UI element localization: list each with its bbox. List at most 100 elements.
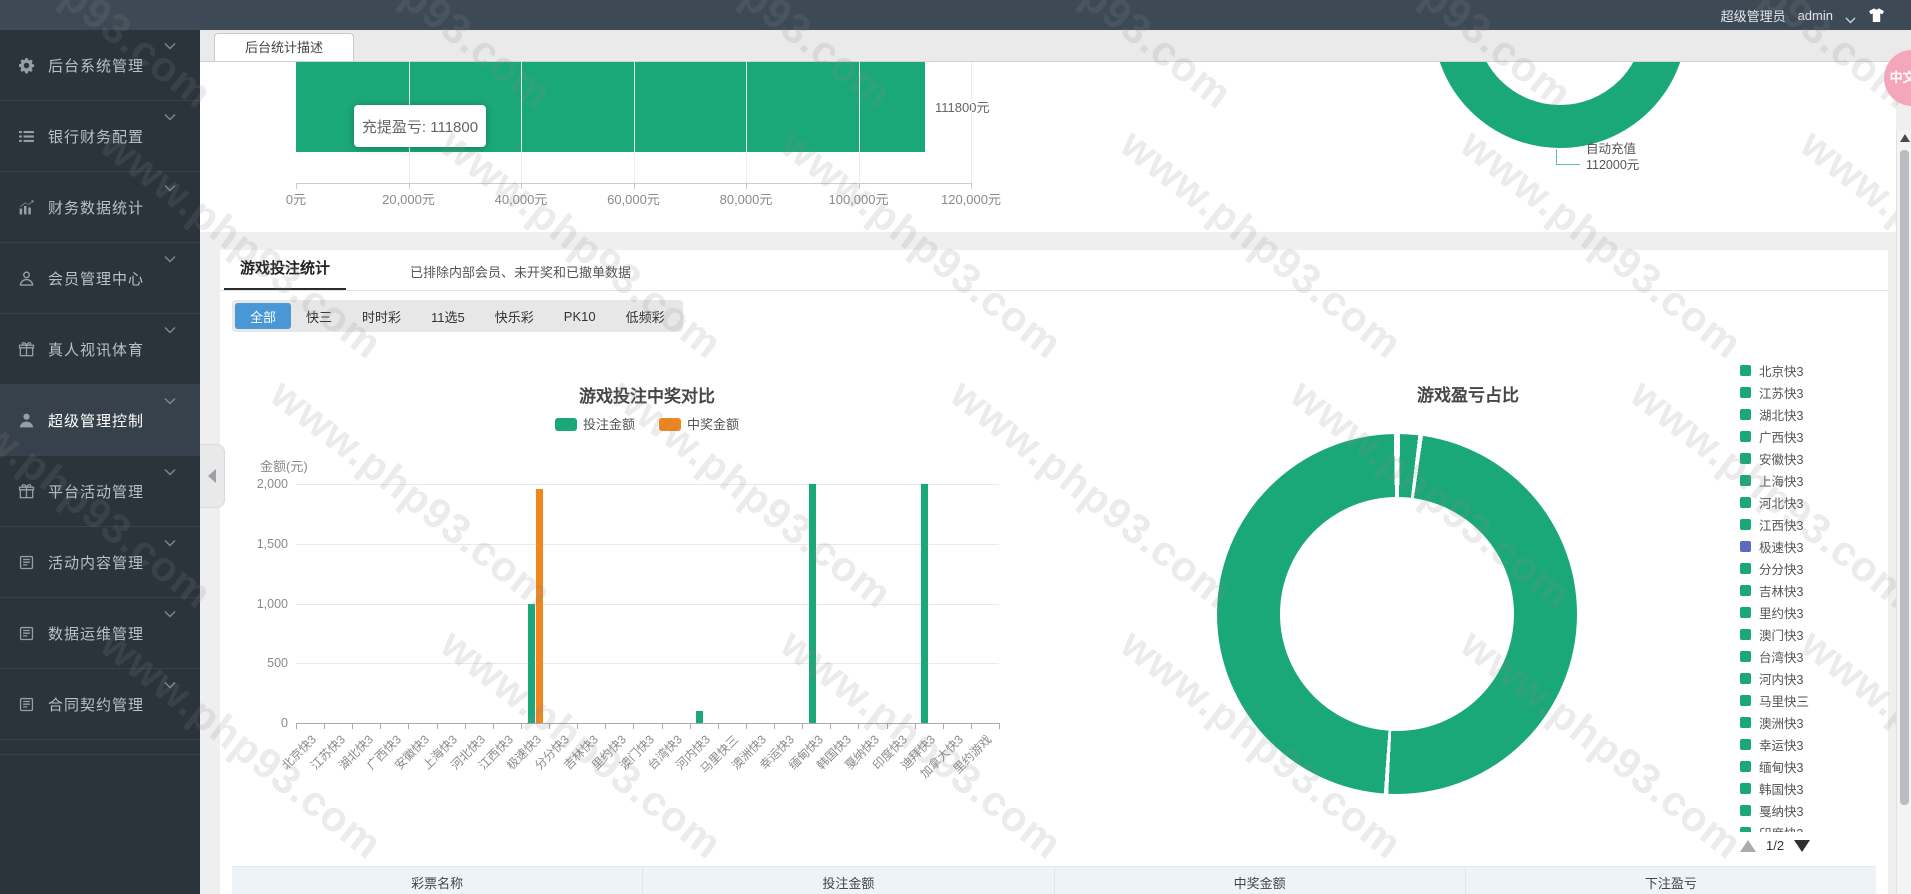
legend-swatch (1740, 694, 1751, 706)
legend-page-indicator: 1/2 (1766, 838, 1785, 853)
bar-投注金额[interactable] (921, 484, 929, 723)
page-scrollbar[interactable] (1896, 130, 1911, 894)
legend-item[interactable]: 澳门快3 (1740, 626, 1803, 643)
legend-label: 极速快3 (1759, 540, 1804, 555)
legend-item[interactable]: 幸运快3 (1740, 736, 1804, 753)
bar-投注金额[interactable] (527, 603, 535, 723)
legend-item[interactable]: 澳洲快3 (1740, 714, 1803, 731)
sidebar-item[interactable]: 会员管理中心 (0, 243, 200, 314)
axis-tick (689, 723, 691, 729)
axis-tick-label: 0 (281, 716, 288, 730)
legend-label: 吉林快3 (1759, 584, 1804, 599)
section-note: 已排除内部会员、未开奖和已撤单数据 (410, 265, 632, 280)
legend-item[interactable]: 台湾快3 (1740, 648, 1804, 665)
legend-item[interactable]: 湖北快3 (1740, 406, 1803, 423)
axis-tick (324, 723, 326, 729)
legend-page-up-icon[interactable] (1740, 839, 1756, 852)
legend-item[interactable]: 北京快3 (1740, 362, 1804, 379)
legend-item[interactable]: 江西快3 (1740, 516, 1803, 533)
profit-share-donut[interactable] (1217, 434, 1577, 794)
legend-item[interactable]: 河内快3 (1740, 670, 1803, 687)
deposit-method-donut[interactable] (1433, 61, 1687, 148)
legend-item[interactable]: 广西快3 (1740, 428, 1803, 445)
legend-item[interactable]: 河北快3 (1740, 494, 1803, 511)
legend-item[interactable]: 马里快三 (1740, 692, 1809, 709)
legend-item[interactable]: 安徽快3 (1740, 450, 1804, 467)
axis-tick-label: 20,000元 (382, 192, 435, 207)
gridline (296, 543, 999, 545)
filter-tab[interactable]: 全部 (235, 303, 292, 329)
chevron-down-icon (164, 42, 176, 50)
axis-tick (520, 723, 522, 729)
legend-swatch (1740, 518, 1751, 530)
legend-item-win[interactable]: 中奖金额 (659, 414, 739, 433)
legend-swatch (1740, 826, 1751, 832)
gridline (296, 603, 999, 605)
legend-item[interactable]: 极速快3 (1740, 538, 1804, 555)
donut-hole (1280, 497, 1514, 731)
legend-item[interactable]: 分分快3 (1740, 560, 1803, 577)
axis-tick-label: 1,500 (256, 536, 288, 551)
tab-statistics-overview[interactable]: 后台统计描述 (214, 33, 355, 61)
theme-tshirt-icon[interactable] (1868, 7, 1885, 23)
news-icon (18, 554, 35, 571)
chevron-down-icon (164, 255, 176, 263)
table-header-cell: 中奖金额 (1055, 867, 1466, 894)
sidebar-collapse-handle[interactable] (200, 444, 225, 508)
axis-tick-label: 120,000元 (941, 192, 1001, 207)
sidebar-item[interactable]: 财务数据统计 (0, 172, 200, 243)
legend-swatch (1740, 760, 1751, 772)
legend-swatch (1740, 452, 1751, 464)
sidebar-item-label: 后台系统管理 (48, 57, 145, 75)
legend-item[interactable]: 里约快3 (1740, 604, 1803, 621)
filter-tab[interactable]: 快三 (291, 303, 347, 329)
legend-item[interactable]: 戛纳快3 (1740, 802, 1803, 819)
legend-item-bet[interactable]: 投注金额 (554, 414, 635, 433)
filter-tab[interactable]: 时时彩 (347, 303, 416, 329)
topbar-user-area[interactable]: 超级管理员 admin (1721, 6, 1911, 25)
sidebar-item[interactable]: 超级管理控制 (0, 385, 200, 456)
sidebar-item[interactable]: 后台系统管理 (0, 30, 200, 101)
axis-tick-label: 1,000 (256, 596, 288, 611)
legend-label: 台湾快3 (1759, 650, 1804, 665)
tab-game-bet-stats[interactable]: 游戏投注统计 (224, 250, 347, 290)
filter-tab[interactable]: 低频彩 (611, 303, 680, 329)
chevron-down-icon (164, 468, 176, 476)
sidebar-item[interactable]: 合同契约管理 (0, 669, 200, 740)
scroll-up-icon[interactable] (1900, 134, 1910, 142)
scrollbar-thumb[interactable] (1900, 150, 1909, 805)
list-icon (18, 128, 35, 145)
legend-label: 安徽快3 (1759, 452, 1804, 467)
username[interactable]: admin (1797, 7, 1833, 23)
axis-tick (970, 723, 972, 729)
axis-tick (436, 723, 438, 729)
axis-tick-label: 80,000元 (719, 192, 773, 207)
legend-label: 北京快3 (1759, 364, 1804, 379)
sidebar-item-label: 数据运维管理 (48, 625, 145, 643)
filter-tab[interactable]: PK10 (549, 303, 611, 329)
legend-page-down-icon[interactable] (1794, 839, 1811, 852)
filter-tab[interactable]: 快乐彩 (480, 303, 549, 329)
bar-中奖金额[interactable] (535, 488, 543, 723)
legend-item[interactable]: 上海快3 (1740, 472, 1803, 489)
sidebar-item[interactable]: 数据运维管理 (0, 598, 200, 669)
legend-item[interactable]: 韩国快3 (1740, 780, 1803, 797)
axis-tick (464, 723, 466, 729)
axis-tick-label: 0元 (285, 192, 307, 207)
sidebar-item[interactable]: 平台活动管理 (0, 456, 200, 527)
legend-item[interactable]: 缅甸快3 (1740, 758, 1803, 775)
filter-tab[interactable]: 11选5 (416, 303, 480, 329)
sidebar-item[interactable]: 活动内容管理 (0, 527, 200, 598)
sidebar: 后台系统管理银行财务配置 财务数据统计 会员管理中心 真人视讯体育 超级管理控制 平台活动… (0, 30, 200, 894)
sidebar-item[interactable]: 真人视讯体育 (0, 314, 200, 385)
gridline (746, 61, 747, 183)
bar-投注金额[interactable] (808, 484, 816, 723)
legend-item[interactable]: 印度快3 (1740, 824, 1803, 832)
legend-label: 幸运快3 (1759, 738, 1804, 753)
overview-panel: 充提盈亏 111800元 充提盈亏: 111800 0元20,000元40,00… (200, 61, 1896, 232)
table-header-cell: 投注金额 (643, 867, 1055, 894)
sidebar-item[interactable]: 银行财务配置 (0, 101, 200, 172)
bar-投注金额[interactable] (696, 711, 704, 723)
legend-item[interactable]: 江苏快3 (1740, 384, 1803, 401)
legend-item[interactable]: 吉林快3 (1740, 582, 1804, 599)
